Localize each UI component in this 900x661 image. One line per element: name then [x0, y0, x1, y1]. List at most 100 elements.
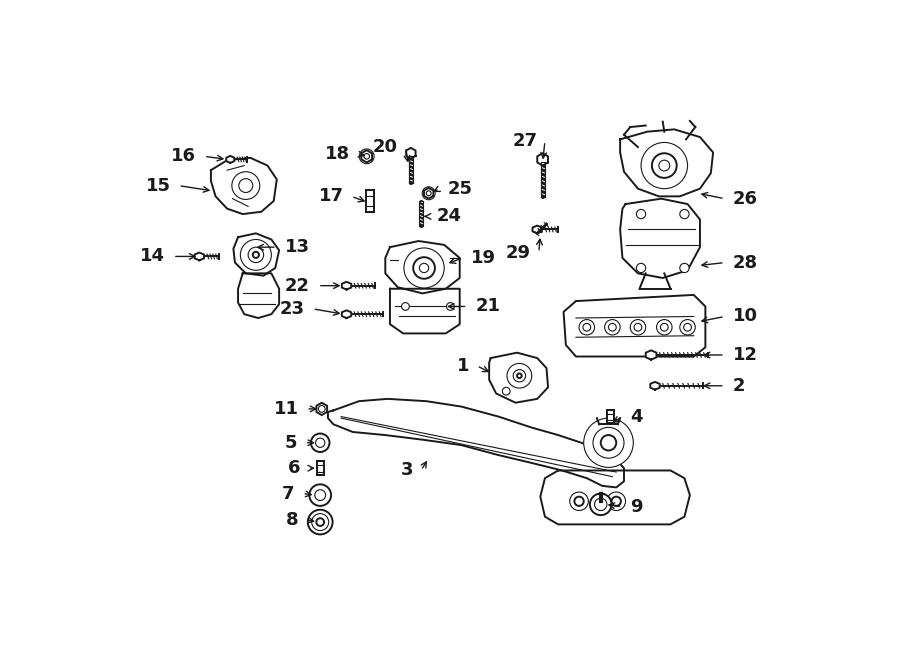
Circle shape — [574, 496, 584, 506]
Polygon shape — [540, 471, 690, 524]
Polygon shape — [342, 310, 351, 318]
Circle shape — [401, 303, 410, 310]
Circle shape — [601, 435, 617, 450]
Polygon shape — [646, 350, 656, 360]
Polygon shape — [385, 241, 460, 293]
Polygon shape — [620, 130, 713, 196]
Circle shape — [446, 303, 454, 310]
Circle shape — [316, 438, 325, 447]
Circle shape — [607, 492, 625, 510]
Polygon shape — [537, 153, 548, 165]
Circle shape — [310, 485, 331, 506]
Polygon shape — [194, 253, 204, 260]
Text: 25: 25 — [447, 180, 473, 198]
Circle shape — [570, 492, 589, 510]
Circle shape — [310, 434, 329, 452]
Bar — [608, 410, 615, 423]
Polygon shape — [361, 150, 372, 163]
Circle shape — [404, 248, 445, 288]
Text: 13: 13 — [284, 238, 310, 256]
Circle shape — [584, 418, 634, 467]
Circle shape — [608, 323, 617, 331]
Circle shape — [661, 323, 668, 331]
Circle shape — [634, 323, 642, 331]
Circle shape — [319, 405, 325, 412]
Circle shape — [315, 490, 326, 500]
Circle shape — [517, 373, 522, 378]
Text: 15: 15 — [146, 176, 171, 194]
Polygon shape — [233, 233, 279, 276]
Circle shape — [238, 178, 253, 192]
Bar — [317, 461, 324, 475]
Circle shape — [427, 191, 431, 196]
Text: 2: 2 — [733, 377, 745, 395]
Bar — [366, 190, 373, 212]
Circle shape — [240, 239, 272, 270]
Text: 27: 27 — [512, 132, 537, 150]
Circle shape — [579, 319, 595, 335]
Circle shape — [583, 323, 590, 331]
Circle shape — [636, 263, 645, 272]
Circle shape — [513, 369, 526, 382]
Circle shape — [413, 257, 435, 279]
Circle shape — [612, 496, 621, 506]
Circle shape — [680, 263, 689, 272]
Text: 11: 11 — [274, 400, 299, 418]
Circle shape — [502, 387, 510, 395]
Circle shape — [316, 518, 324, 526]
Circle shape — [605, 319, 620, 335]
Text: 4: 4 — [630, 408, 643, 426]
Circle shape — [595, 498, 607, 510]
Text: 20: 20 — [373, 138, 398, 156]
Circle shape — [419, 263, 428, 272]
Circle shape — [680, 210, 689, 219]
Text: 7: 7 — [282, 485, 294, 502]
Polygon shape — [211, 158, 277, 214]
Text: 10: 10 — [733, 307, 758, 325]
Text: 6: 6 — [288, 459, 300, 477]
Circle shape — [590, 494, 612, 515]
Circle shape — [253, 252, 259, 258]
Text: 28: 28 — [733, 254, 758, 272]
Text: 8: 8 — [286, 511, 299, 529]
Circle shape — [507, 364, 532, 388]
Circle shape — [652, 153, 677, 178]
Text: 1: 1 — [456, 357, 469, 375]
Circle shape — [684, 323, 691, 331]
Text: 23: 23 — [280, 300, 305, 318]
Polygon shape — [390, 289, 460, 333]
Circle shape — [311, 514, 328, 531]
Circle shape — [659, 160, 670, 171]
Text: 16: 16 — [171, 147, 196, 165]
Polygon shape — [651, 382, 660, 389]
Text: 17: 17 — [319, 187, 344, 206]
Circle shape — [593, 428, 624, 458]
Text: 3: 3 — [400, 461, 413, 479]
Circle shape — [636, 210, 645, 219]
Text: 12: 12 — [733, 346, 758, 364]
Circle shape — [641, 143, 688, 188]
Circle shape — [364, 153, 370, 159]
Text: 22: 22 — [285, 277, 310, 295]
Text: 18: 18 — [325, 145, 349, 163]
Circle shape — [630, 319, 645, 335]
Text: 21: 21 — [475, 297, 500, 315]
Circle shape — [657, 319, 672, 335]
Polygon shape — [342, 282, 351, 290]
Polygon shape — [490, 353, 548, 403]
Circle shape — [680, 319, 696, 335]
Circle shape — [308, 510, 333, 534]
Polygon shape — [533, 225, 542, 233]
Text: 26: 26 — [733, 190, 758, 208]
Polygon shape — [424, 188, 434, 199]
Text: 14: 14 — [140, 247, 166, 266]
Circle shape — [232, 172, 260, 200]
Circle shape — [422, 187, 436, 200]
Polygon shape — [238, 274, 279, 318]
Circle shape — [248, 247, 264, 262]
Polygon shape — [406, 148, 416, 159]
Text: 24: 24 — [436, 208, 462, 225]
Text: 5: 5 — [284, 434, 297, 451]
Polygon shape — [328, 399, 624, 487]
Polygon shape — [620, 199, 700, 278]
